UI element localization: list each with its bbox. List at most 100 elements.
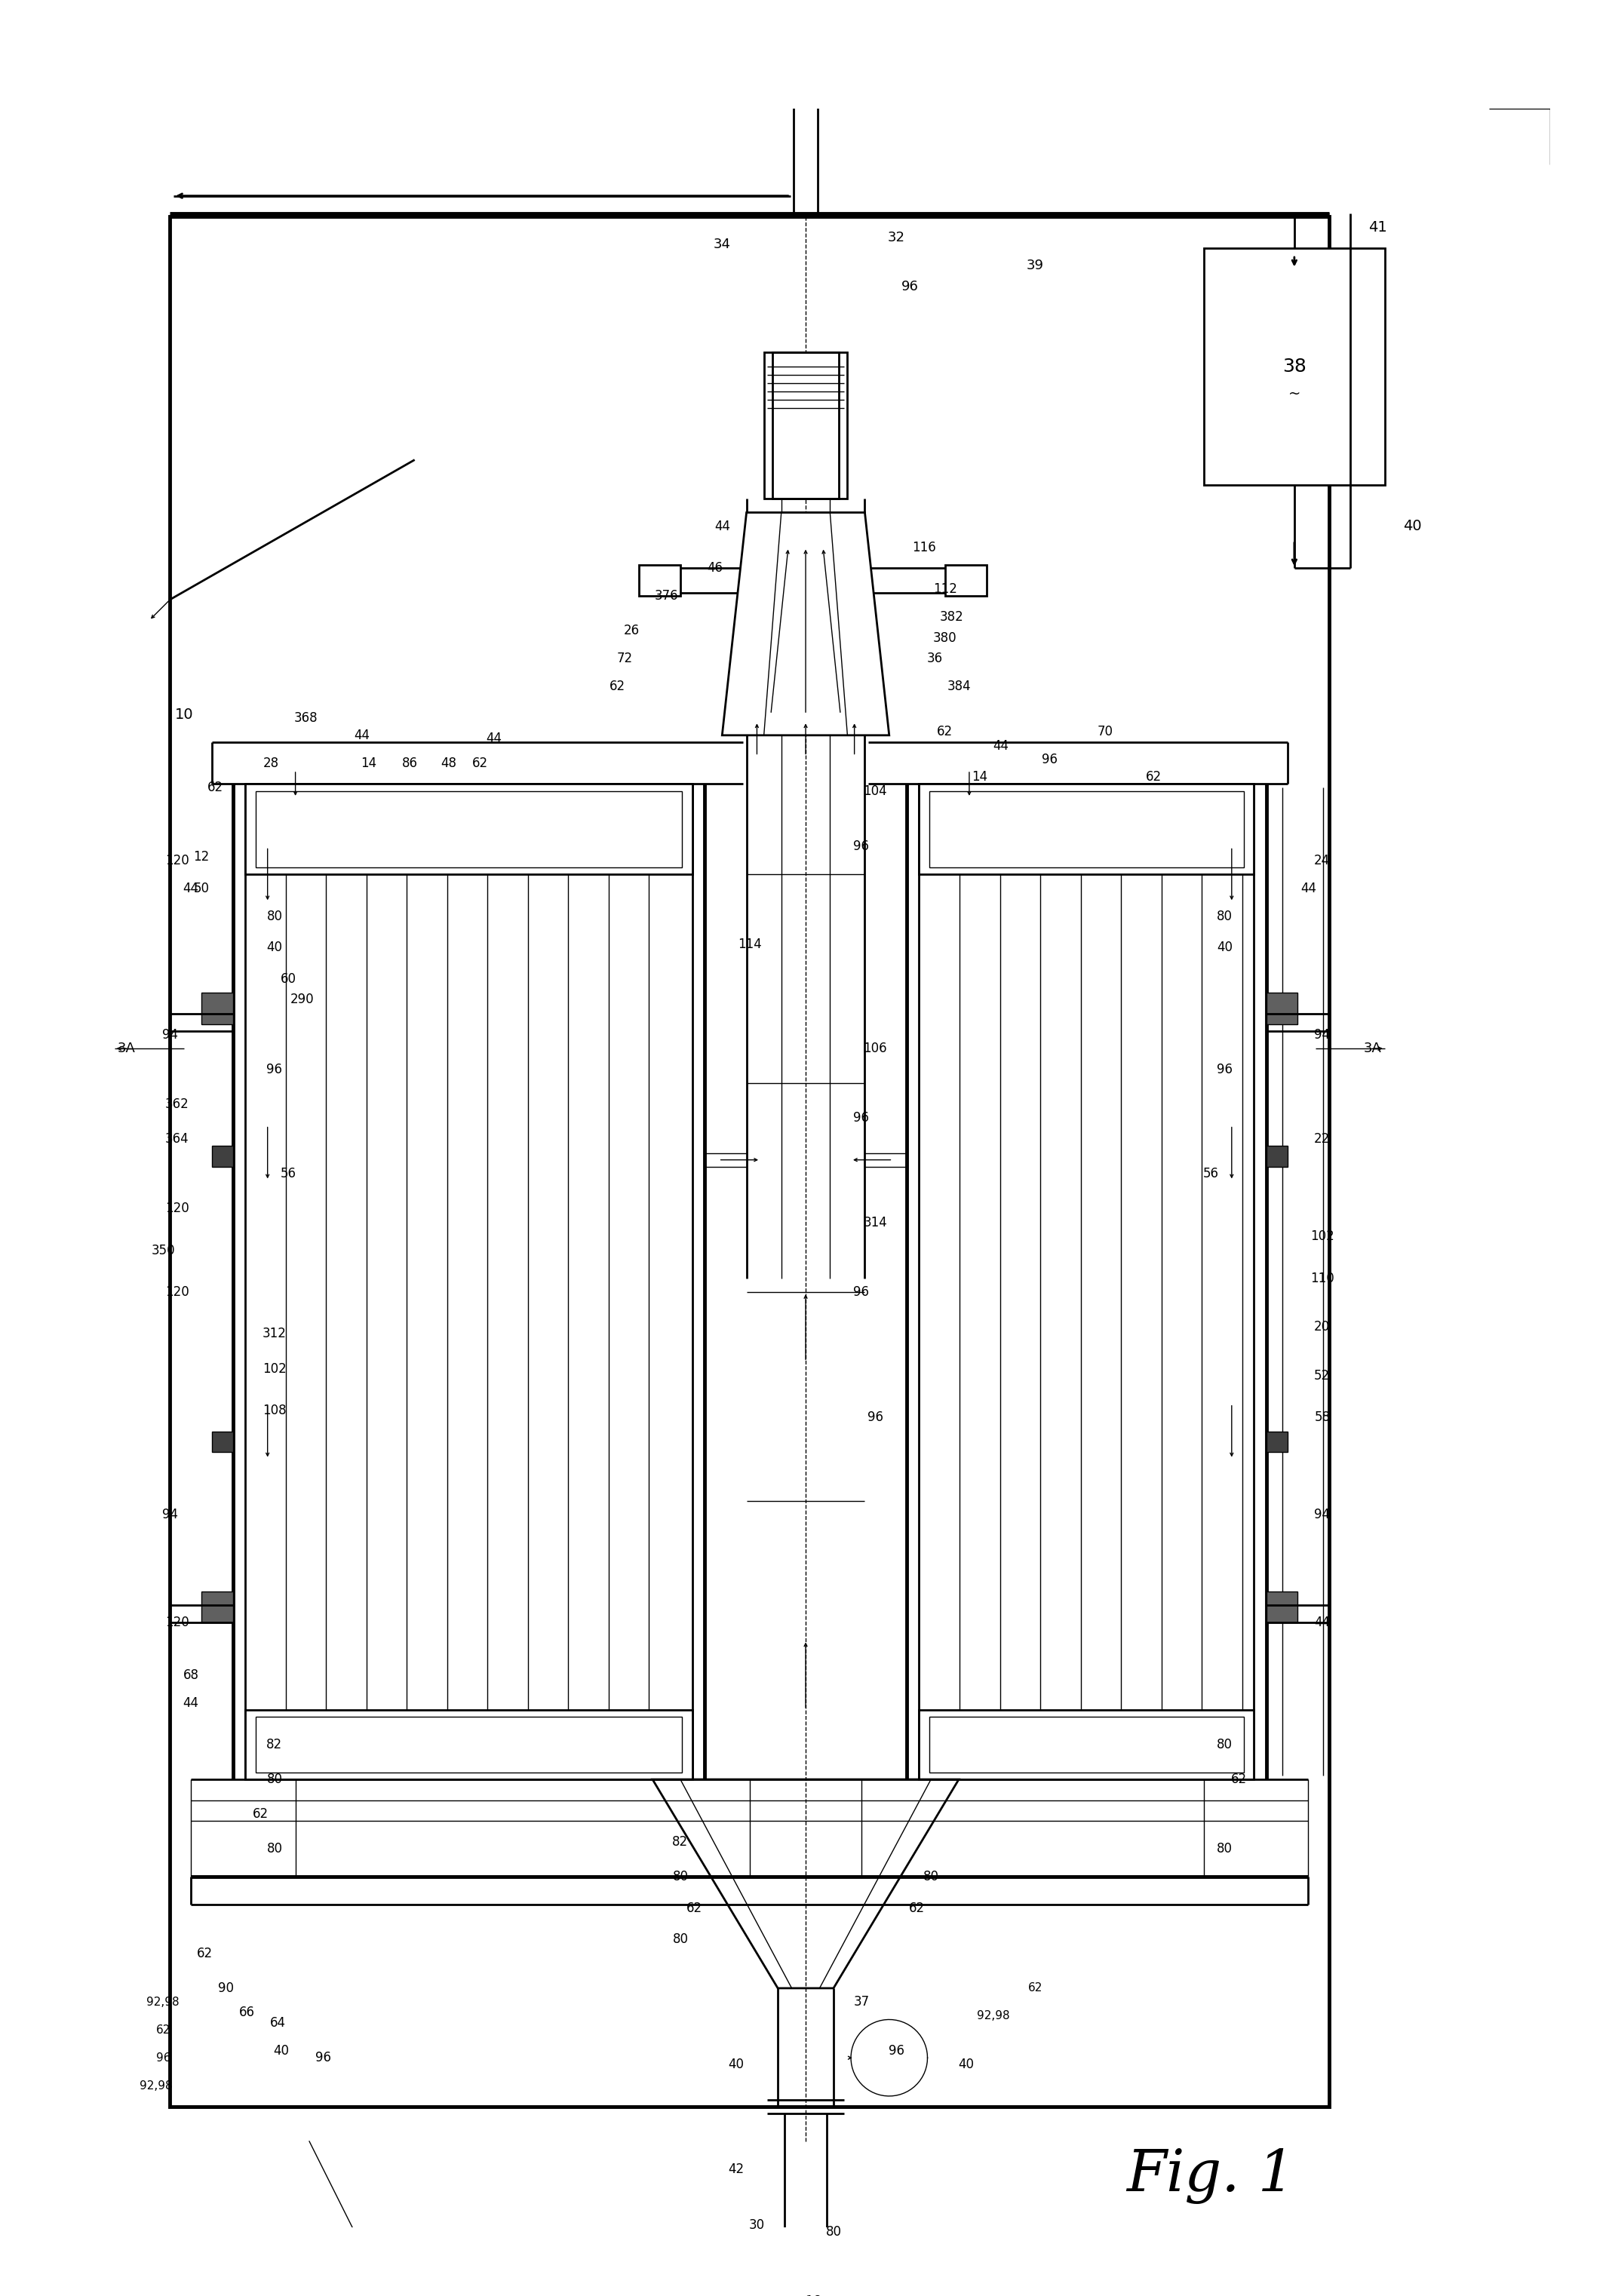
Text: 40: 40 xyxy=(274,2043,290,2057)
Text: 92,98: 92,98 xyxy=(977,2011,1011,2023)
Text: 80: 80 xyxy=(924,1869,938,1883)
Text: 96: 96 xyxy=(853,1111,869,1125)
Text: 106: 106 xyxy=(864,1042,887,1056)
Text: 120: 120 xyxy=(164,1201,189,1215)
Text: 362: 362 xyxy=(164,1097,189,1111)
Text: 30: 30 xyxy=(750,2218,764,2232)
Text: 62: 62 xyxy=(1146,769,1162,783)
Text: 96: 96 xyxy=(867,1410,883,1424)
Text: 60: 60 xyxy=(280,971,297,985)
Text: 64: 64 xyxy=(271,2016,285,2030)
Text: 12: 12 xyxy=(193,850,210,863)
Text: 14: 14 xyxy=(361,755,377,769)
Text: 96: 96 xyxy=(853,1286,869,1300)
Text: 364: 364 xyxy=(164,1132,189,1146)
Bar xyxy=(930,1717,1243,1773)
Text: 108: 108 xyxy=(263,1403,287,1417)
Bar xyxy=(772,351,840,498)
Text: 44: 44 xyxy=(485,732,501,746)
Text: 58: 58 xyxy=(1314,1410,1330,1424)
Text: 44: 44 xyxy=(1314,1616,1330,1630)
Text: 82: 82 xyxy=(672,1835,688,1848)
Text: 80: 80 xyxy=(672,1869,688,1883)
Text: 28: 28 xyxy=(263,755,279,769)
Text: 80: 80 xyxy=(266,1773,282,1786)
Text: 62: 62 xyxy=(472,755,488,769)
Text: 32: 32 xyxy=(888,232,904,243)
Text: 384: 384 xyxy=(946,680,970,693)
Text: 37: 37 xyxy=(853,1995,869,2009)
Text: 102: 102 xyxy=(1311,1231,1335,1242)
Text: 62: 62 xyxy=(197,1947,213,1961)
Text: 66: 66 xyxy=(239,2007,255,2020)
Text: 56: 56 xyxy=(280,1166,297,1180)
Text: 62: 62 xyxy=(909,1901,925,1915)
Text: 40: 40 xyxy=(729,2057,745,2071)
Text: 14: 14 xyxy=(972,769,988,783)
Bar xyxy=(211,1430,232,1453)
Text: 72: 72 xyxy=(617,652,632,666)
Text: 62: 62 xyxy=(937,726,953,739)
Text: 80: 80 xyxy=(266,909,282,923)
Bar xyxy=(256,790,682,868)
Text: 56: 56 xyxy=(1203,1166,1219,1180)
Text: 62: 62 xyxy=(1230,1773,1246,1786)
Text: 62: 62 xyxy=(609,680,625,693)
Bar xyxy=(202,1591,232,1623)
Text: 36: 36 xyxy=(927,652,943,666)
Text: 44: 44 xyxy=(1301,882,1315,895)
Text: 44: 44 xyxy=(993,739,1009,753)
Text: 22: 22 xyxy=(1314,1132,1330,1146)
Text: 39: 39 xyxy=(1027,259,1045,273)
Text: 116: 116 xyxy=(912,540,937,553)
Text: 382: 382 xyxy=(940,611,964,625)
Text: 34: 34 xyxy=(714,239,730,250)
Text: 80: 80 xyxy=(1217,1738,1233,1752)
Bar xyxy=(245,1711,692,1779)
Text: 44: 44 xyxy=(714,519,730,533)
Text: 80: 80 xyxy=(672,1933,688,1947)
Bar xyxy=(1267,992,1298,1024)
Text: 3A: 3A xyxy=(118,1042,135,1056)
Text: 350: 350 xyxy=(152,1244,176,1258)
Text: 40: 40 xyxy=(1404,519,1422,533)
Bar xyxy=(256,1717,682,1773)
Text: 110: 110 xyxy=(1311,1272,1335,1286)
Text: 40: 40 xyxy=(958,2057,974,2071)
Bar xyxy=(1267,1430,1288,1453)
Text: Fig. 1: Fig. 1 xyxy=(1127,2149,1294,2204)
Text: 96: 96 xyxy=(1041,753,1057,767)
Bar xyxy=(638,565,680,597)
Text: 50: 50 xyxy=(193,882,210,895)
Text: 62: 62 xyxy=(208,781,224,794)
Text: 52: 52 xyxy=(1314,1368,1330,1382)
Text: 80: 80 xyxy=(1217,909,1233,923)
Text: 96: 96 xyxy=(901,280,919,294)
Text: 80: 80 xyxy=(825,2225,841,2239)
Text: 26: 26 xyxy=(624,625,640,638)
Bar xyxy=(945,565,987,597)
Text: 92,98: 92,98 xyxy=(147,1998,179,2007)
Text: 314: 314 xyxy=(864,1215,887,1228)
Text: 312: 312 xyxy=(263,1327,287,1341)
Bar xyxy=(919,783,1254,875)
Text: 96: 96 xyxy=(266,1063,282,1077)
Text: 20: 20 xyxy=(1314,1320,1330,1334)
Text: 80: 80 xyxy=(1217,1841,1233,1855)
Text: 290: 290 xyxy=(290,992,314,1006)
Bar xyxy=(930,790,1243,868)
Bar xyxy=(1267,1146,1288,1166)
Text: 94: 94 xyxy=(163,1029,177,1042)
Text: 38: 38 xyxy=(1282,358,1306,377)
Text: 94: 94 xyxy=(1314,1029,1330,1042)
Text: 114: 114 xyxy=(738,937,762,951)
Text: 380: 380 xyxy=(933,631,958,645)
Text: 24: 24 xyxy=(1314,854,1330,868)
Text: 94: 94 xyxy=(163,1508,177,1522)
Text: 102: 102 xyxy=(263,1362,287,1375)
Text: 44: 44 xyxy=(184,1697,198,1711)
Text: 96: 96 xyxy=(853,840,869,854)
Text: 376: 376 xyxy=(654,590,679,604)
Bar xyxy=(919,1711,1254,1779)
Text: 94: 94 xyxy=(1314,1508,1330,1522)
